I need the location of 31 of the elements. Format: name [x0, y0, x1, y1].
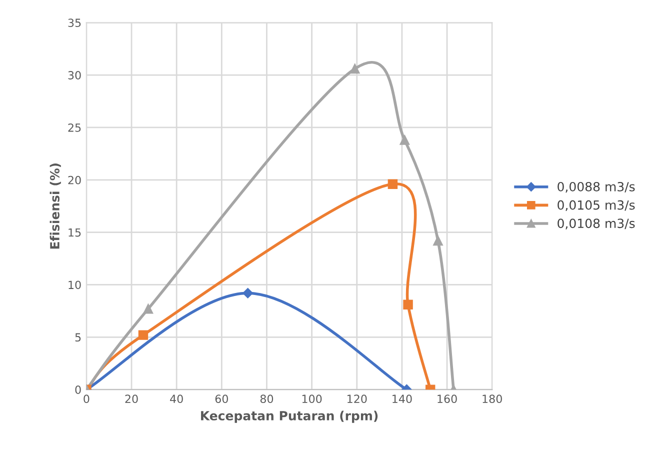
x-tick-label: 20: [125, 394, 138, 404]
x-tick-label: 0: [84, 394, 90, 404]
x-tick-label: 160: [438, 394, 457, 404]
y-tick-label: 10: [68, 280, 81, 290]
legend-label: 0,0088 m3/s: [558, 182, 635, 193]
legend-label: 0,0108 m3/s: [558, 218, 635, 230]
y-tick-label: 15: [68, 228, 81, 237]
legend-label: 0,0105 m3/s: [558, 200, 635, 212]
y-tick-label: 35: [68, 18, 81, 28]
point: [388, 179, 398, 189]
point: [143, 304, 154, 314]
y-tick-label: 20: [68, 176, 81, 184]
y-tick-label: 25: [68, 123, 81, 132]
point: [138, 330, 148, 340]
x-tick-label: 120: [348, 394, 367, 404]
point: [403, 300, 413, 310]
x-tick-label: 140: [392, 394, 412, 404]
x-tick-label: 100: [302, 394, 322, 404]
point: [400, 135, 410, 145]
y-axis-title: Efisiensi (%): [50, 163, 61, 249]
x-axis-title: Kecepatan Putaran (rpm): [201, 410, 378, 423]
x-tick-label: 60: [215, 394, 228, 404]
x-tick-label: 40: [170, 394, 183, 404]
y-tick-label: 5: [75, 333, 81, 342]
x-tick-label: 180: [482, 394, 502, 404]
point: [433, 236, 443, 246]
y-tick-label: 0: [75, 386, 81, 394]
x-tick-label: 80: [260, 394, 274, 404]
point: [350, 64, 360, 74]
y-tick-label: 30: [68, 71, 81, 80]
point: [242, 288, 253, 298]
